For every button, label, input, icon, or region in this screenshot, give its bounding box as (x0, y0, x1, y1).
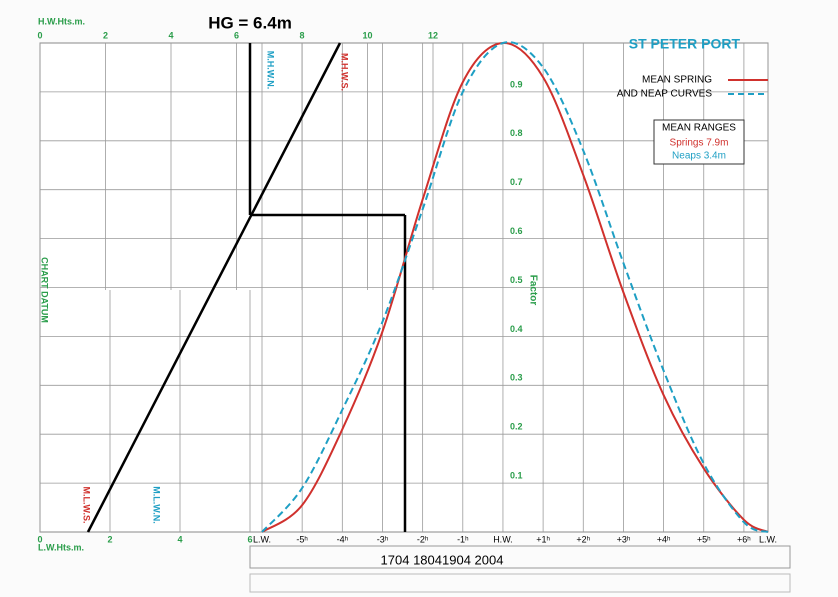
x-tick-label: +2ʰ (576, 534, 590, 544)
top-tick-label: 6 (234, 30, 239, 40)
y-tick-label: 0.6 (510, 226, 523, 236)
ranges-box (653, 119, 745, 165)
x-tick-label: +6ʰ (737, 534, 751, 544)
x-tick-label: -1ʰ (457, 534, 469, 544)
grid (39, 43, 769, 532)
level-label: M.H.W.S. (340, 53, 350, 91)
bottom-tick-label: 4 (177, 534, 182, 544)
top-tick-label: 10 (362, 30, 372, 40)
y-tick-label: 0.9 (510, 79, 523, 89)
x-tick-label: -2ʰ (417, 534, 429, 544)
x-tick-label: L.W. (253, 534, 271, 544)
y-tick-label: 0.1 (510, 470, 523, 480)
x-tick-label: -5ʰ (296, 534, 308, 544)
annotation: HG = 6.4m (208, 13, 292, 32)
x-tick-label: +3ʰ (617, 534, 631, 544)
bottom-tick-label: 6 (247, 534, 252, 544)
ranges-neaps: Neaps 3.4m (672, 151, 726, 162)
top-axis-label: H.W.Hts.m. (38, 16, 85, 26)
ranges-springs: Springs 7.9m (670, 138, 729, 149)
bottom-tick-label: 0 (37, 534, 42, 544)
level-label: M.L.W.N. (152, 486, 162, 524)
top-tick-label: 4 (168, 30, 173, 40)
y-tick-label: 0.5 (510, 275, 523, 285)
time-box (249, 545, 791, 569)
y-axis-label: Factor (527, 275, 538, 306)
time-box (249, 573, 791, 593)
y-tick-label: 0.3 (510, 373, 523, 383)
y-tick-label: 0.2 (510, 422, 523, 432)
chart-title: ST PETER PORT (629, 36, 741, 52)
top-tick-label: 0 (37, 30, 42, 40)
x-tick-label: +5ʰ (697, 534, 711, 544)
legend-text: MEAN SPRING (642, 75, 712, 86)
y-tick-label: 0.7 (510, 177, 523, 187)
ranges-title: MEAN RANGES (662, 123, 736, 134)
top-tick-label: 8 (299, 30, 304, 40)
times: 1704 18041904 2004 (381, 552, 504, 567)
level-label: M.L.W.S. (82, 487, 92, 524)
level-label: M.H.W.N. (266, 51, 276, 90)
y-tick-label: 0.8 (510, 128, 523, 138)
x-tick-label: +4ʰ (657, 534, 671, 544)
top-tick-label: 12 (428, 30, 438, 40)
bottom-axis-label: L.W.Hts.m. (38, 542, 84, 552)
y-tick-label: 0.4 (510, 324, 523, 334)
top-tick-label: 2 (103, 30, 108, 40)
x-tick-label: -3ʰ (377, 534, 389, 544)
left-label: CHART DATUM (40, 257, 50, 323)
bottom-tick-label: 2 (107, 534, 112, 544)
legend-text: AND NEAP CURVES (617, 89, 713, 100)
x-tick-label: H.W. (493, 534, 513, 544)
x-tick-label: +1ʰ (536, 534, 550, 544)
x-tick-label: -4ʰ (337, 534, 349, 544)
series-line (261, 41, 769, 533)
x-tick-label: L.W. (759, 534, 777, 544)
range-line (86, 42, 342, 533)
series-line (261, 41, 769, 533)
